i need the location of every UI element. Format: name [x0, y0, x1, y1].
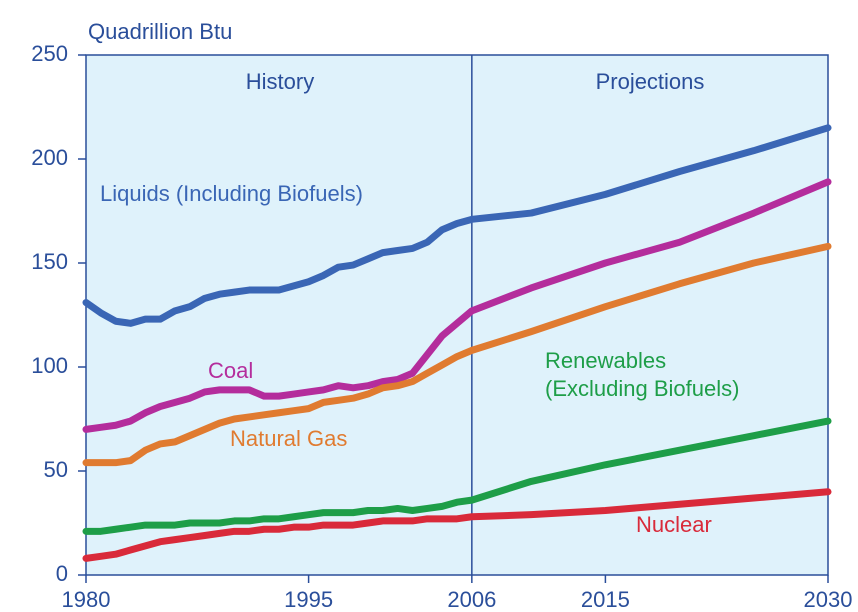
y-tick-label: 150 [31, 249, 68, 274]
series-label-line: Renewables [545, 348, 666, 373]
y-tick-label: 200 [31, 145, 68, 170]
x-tick-label: 1980 [62, 587, 111, 612]
y-axis-label: Quadrillion Btu [88, 19, 232, 44]
y-tick-label: 100 [31, 353, 68, 378]
y-tick-label: 50 [44, 457, 68, 482]
series-label-line: (Excluding Biofuels) [545, 376, 739, 401]
y-tick-label: 0 [56, 561, 68, 586]
x-tick-label: 2006 [447, 587, 496, 612]
x-tick-label: 2015 [581, 587, 630, 612]
series-line [82, 417, 832, 535]
series-line [82, 178, 832, 433]
series-label: Coal [208, 358, 253, 383]
series-line [82, 488, 832, 562]
plot-area [85, 54, 829, 576]
series-label: Liquids (Including Biofuels) [100, 181, 363, 206]
series-label: Natural Gas [230, 426, 347, 451]
x-tick-label: 2030 [804, 587, 853, 612]
x-tick-label: 1995 [284, 587, 333, 612]
series-line [82, 124, 832, 327]
series-label: Nuclear [636, 512, 712, 537]
y-tick-label: 250 [31, 41, 68, 66]
series-line [82, 242, 832, 467]
annotation: History [246, 69, 314, 94]
annotation: Projections [596, 69, 705, 94]
series-label: Renewables (Excluding Biofuels) [545, 348, 739, 401]
